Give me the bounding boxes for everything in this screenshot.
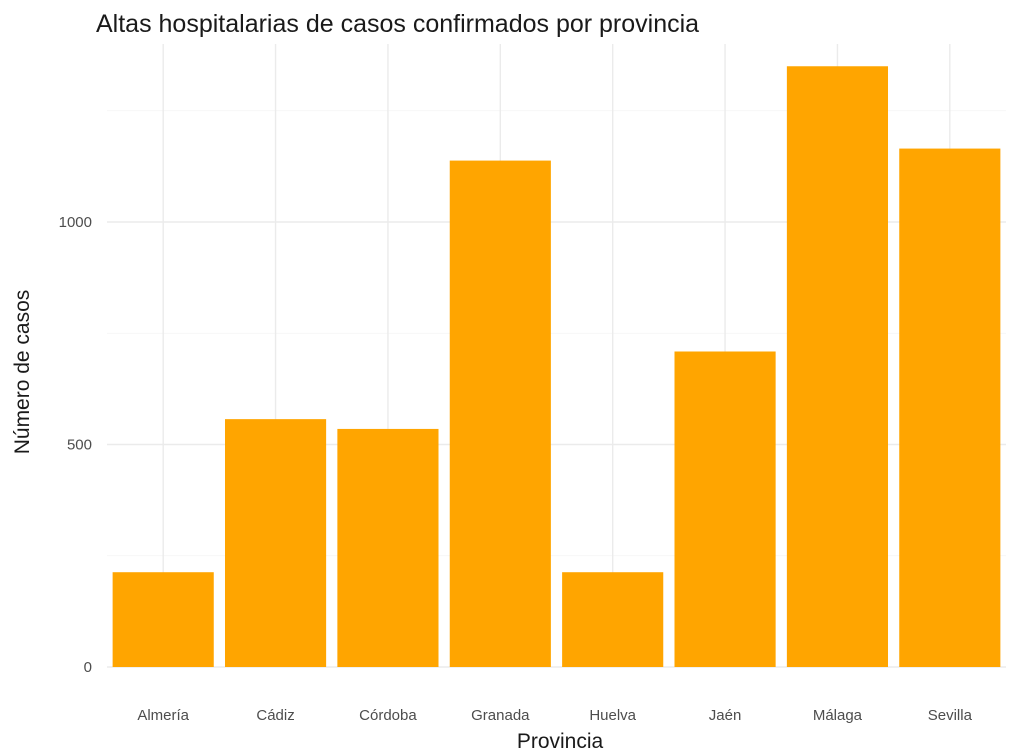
- y-axis-title: Número de casos: [11, 290, 34, 455]
- x-tick-label: Huelva: [589, 707, 636, 724]
- bar-sevilla: [899, 148, 1001, 667]
- x-tick-label: Sevilla: [928, 707, 973, 724]
- x-tick-label: Cádiz: [256, 707, 294, 724]
- x-tick-label: Córdoba: [359, 707, 417, 724]
- y-tick-label: 0: [84, 659, 92, 676]
- bars: [112, 66, 1001, 667]
- y-axis-ticks: 0 500 1000: [59, 214, 92, 676]
- chart-title: Altas hospitalarias de casos confirmados…: [96, 10, 699, 38]
- x-axis-title: Provincia: [517, 730, 604, 753]
- x-tick-label: Granada: [471, 707, 530, 724]
- x-tick-label: Almería: [137, 707, 189, 724]
- bar-córdoba: [337, 428, 439, 667]
- bar-huelva: [562, 572, 664, 667]
- bar-granada: [449, 160, 551, 667]
- bar-jaén: [674, 351, 776, 667]
- x-tick-label: Málaga: [813, 707, 863, 724]
- bar-málaga: [786, 66, 889, 667]
- x-tick-label: Jaén: [709, 707, 742, 724]
- y-tick-label: 500: [67, 437, 92, 454]
- bar-almería: [112, 572, 214, 667]
- y-tick-label: 1000: [59, 214, 92, 231]
- x-axis-ticks: Almería Cádiz Córdoba Granada Huelva Jaén Mála…: [137, 707, 972, 724]
- bar-cádiz: [224, 419, 327, 667]
